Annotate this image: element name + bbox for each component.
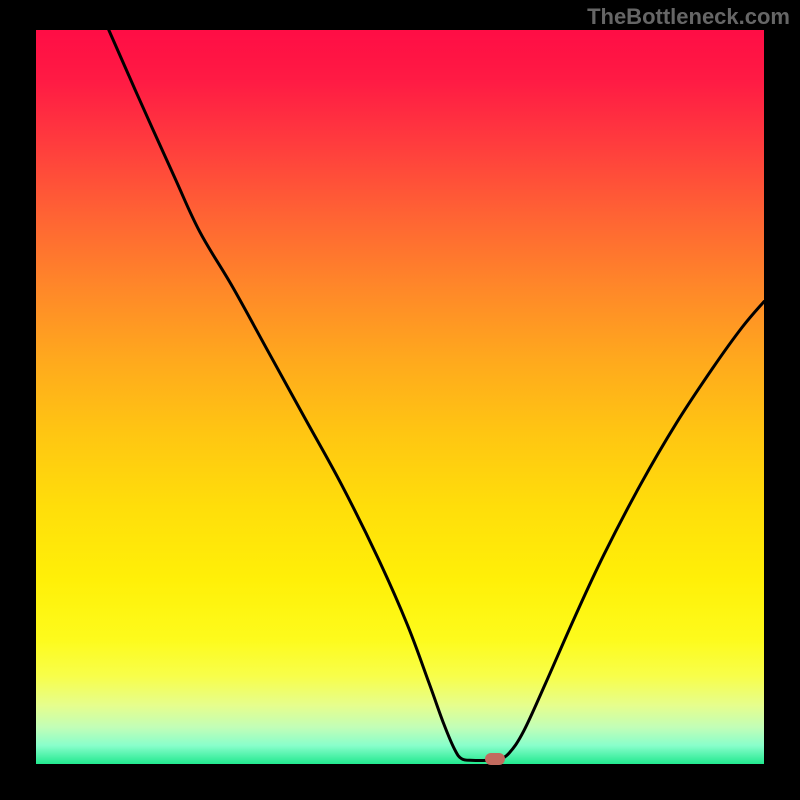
gradient-background: [36, 30, 764, 764]
plot-area: [36, 30, 764, 764]
attribution-watermark: TheBottleneck.com: [587, 4, 790, 30]
sweet-spot-marker: [485, 753, 505, 765]
chart-outer-frame: TheBottleneck.com: [0, 0, 800, 800]
